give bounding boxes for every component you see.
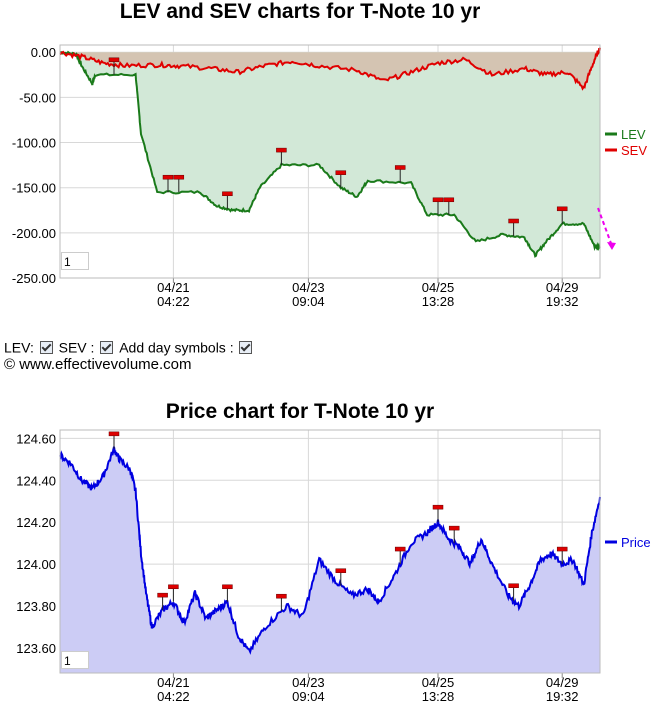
x-tick-time: 04:22 (157, 294, 190, 309)
y-tick-label: 124.20 (16, 515, 56, 530)
x-tick-date: 04/23 (292, 675, 325, 690)
price-axes: 124.60 124.40 124.20 124.00 123.80 123.60 04/2… (16, 429, 601, 704)
day-symbol-flag (335, 568, 347, 573)
day-symbol-flag (162, 174, 174, 180)
lev-sev-fill-areas (60, 47, 600, 257)
lev-area (60, 52, 600, 257)
day-symbol-flag (556, 546, 568, 552)
x-tick-time: 13:28 (422, 689, 455, 704)
day-symbol-flag (556, 206, 568, 212)
day-symbol-flag (108, 431, 120, 437)
x-tick-date: 04/21 (157, 675, 190, 690)
x-tick-time: 13:28 (422, 294, 455, 309)
trend-arrow-head-icon (607, 242, 616, 250)
y-tick-label: -100.00 (12, 136, 56, 151)
chart-controls: LEV: SEV : Add day symbols : (4, 338, 254, 355)
y-tick-label: -150.00 (12, 181, 56, 196)
y-tick-label: -50.00 (19, 90, 56, 105)
x-tick-date: 04/29 (546, 280, 579, 295)
price-series-line (59, 446, 601, 655)
x-tick-time: 09:04 (292, 689, 325, 704)
y-tick-label: -200.00 (12, 226, 56, 241)
x-tick-time: 04:22 (157, 689, 190, 704)
price-fill-area (60, 446, 600, 673)
series-line-sev (59, 47, 601, 91)
x-tick-date: 04/29 (546, 675, 579, 690)
day-symbol-flag (432, 504, 444, 510)
x-tick-time: 09:04 (292, 294, 325, 309)
legend-label-lev: LEV (621, 127, 646, 142)
copyright-text: © www.effectivevolume.com (4, 356, 192, 373)
y-tick-label: 0.00 (31, 45, 56, 60)
lev-checkbox[interactable] (39, 340, 53, 354)
day-symbol-flag (394, 546, 406, 552)
day-symbol-flag (443, 197, 455, 203)
day-symbol-flag (432, 197, 444, 203)
series-line-price (59, 446, 601, 655)
y-tick-label: -250.00 (12, 271, 56, 286)
price-area (60, 446, 600, 673)
x-tick-date: 04/25 (422, 280, 455, 295)
legend-label-price: Price (621, 535, 651, 550)
sev-checkbox[interactable] (100, 340, 114, 354)
lev-label: LEV: (4, 339, 34, 356)
y-tick-label: 124.60 (16, 431, 56, 446)
price-legend: Price (605, 535, 651, 550)
day-symbol-flag (222, 584, 233, 590)
day-symbol-flag (276, 593, 287, 599)
y-tick-label: 123.80 (16, 599, 56, 614)
y-tick-label: 124.40 (16, 473, 56, 488)
y-tick-label: 124.00 (16, 557, 56, 572)
series-line-lev (59, 50, 601, 258)
x-tick-date: 04/25 (422, 675, 455, 690)
day-symbols-label: Add day symbols : (119, 339, 234, 356)
day-symbol-flag (276, 147, 287, 153)
price-zoom-input[interactable]: 1 (61, 651, 89, 669)
day-symbol-flag (394, 165, 406, 170)
x-tick-time: 19:32 (546, 294, 579, 309)
x-tick-date: 04/23 (292, 280, 325, 295)
price-day-symbols (108, 431, 568, 612)
day-symbol-flag (108, 57, 120, 63)
y-tick-label: 123.60 (16, 641, 56, 656)
plot-frame (59, 44, 601, 279)
lev-sev-day-symbols (108, 57, 568, 237)
day-symbol-flag (168, 584, 179, 590)
sev-label: SEV : (58, 339, 95, 356)
day-symbol-flag (173, 174, 185, 180)
day-symbol-flag (335, 170, 347, 175)
x-tick-time: 19:32 (546, 689, 579, 704)
day-symbol-flag (508, 218, 519, 224)
price-chart-title: Price chart for T-Note 10 yr (166, 400, 434, 423)
day-symbol-flag (448, 525, 460, 531)
lev-sev-zoom-input[interactable]: 1 (61, 252, 89, 270)
day-symbols-checkbox[interactable] (239, 340, 253, 354)
x-tick-date: 04/21 (157, 280, 190, 295)
day-symbol-flag (157, 592, 168, 598)
legend-label-sev: SEV (621, 143, 647, 158)
day-symbol-flag (222, 191, 233, 197)
lev-sev-chart-title: LEV and SEV charts for T-Note 10 yr (120, 0, 481, 23)
plot-frame (59, 429, 601, 674)
day-symbol-flag (508, 583, 519, 588)
lev-sev-axes: 0.00 -50.00 -100.00 -150.00 -200.00 -250.00 04… (12, 44, 601, 309)
lev-sev-series-lines (59, 47, 601, 258)
